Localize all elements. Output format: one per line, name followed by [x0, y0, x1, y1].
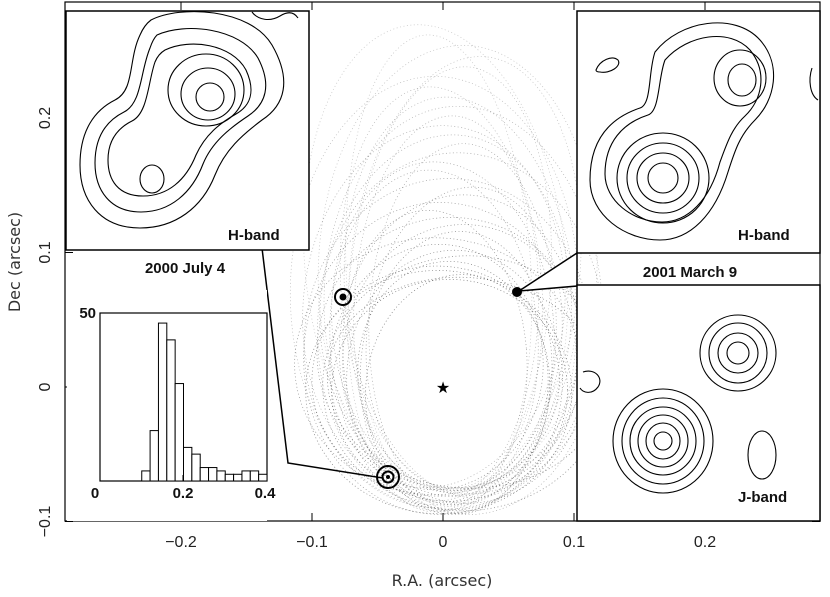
histogram-bar [241, 470, 251, 482]
candidate-orbit [368, 143, 557, 514]
histogram-inset: 0 0.2 0.4 50 [67, 290, 276, 521]
candidate-orbit [294, 237, 581, 497]
candidate-orbit [365, 186, 563, 490]
histogram-ticks [99, 312, 268, 481]
histogram-x-tick-0: 0 [91, 485, 99, 502]
y-tick-label: 0.2 [37, 107, 54, 129]
candidate-orbit [329, 169, 539, 512]
x-axis-label: R.A. (arcsec) [392, 571, 493, 590]
candidate-orbit [303, 202, 577, 515]
primary-star-icon: ★ [436, 378, 450, 397]
candidate-orbit [316, 217, 586, 489]
inset-hband-2001: H-band [576, 10, 821, 254]
candidate-orbit [365, 274, 551, 505]
inset-hband-2000-label: H-band [228, 227, 280, 244]
candidate-orbit [359, 231, 553, 515]
x-tick-label: 0.1 [563, 534, 585, 551]
histogram-bar [191, 453, 201, 482]
candidate-orbit [342, 209, 528, 503]
histogram-bar [208, 467, 218, 482]
x-tick-label: −0.1 [296, 534, 328, 551]
inset-hband-2000: H-band [65, 10, 310, 251]
histogram-bar [258, 473, 268, 482]
y-tick-label: −0.1 [37, 506, 54, 538]
candidate-orbit [302, 125, 566, 488]
histogram-x-tick-1: 0.2 [173, 485, 194, 502]
candidate-orbit [327, 276, 603, 489]
inset-hband-2001-date: 2001 March 9 [643, 264, 737, 281]
histogram-bar [174, 383, 184, 482]
inset-hband-2000-date: 2000 July 4 [145, 260, 226, 277]
candidate-orbit [323, 105, 604, 515]
histogram-bar [141, 470, 151, 482]
candidate-orbit [343, 96, 577, 499]
candidate-orbit [347, 66, 552, 513]
x-tick-label: 0 [439, 534, 448, 551]
x-tick-label: −0.2 [165, 534, 197, 551]
candidate-orbit [339, 86, 544, 489]
candidate-orbit [329, 244, 544, 491]
histogram-bar [233, 473, 243, 482]
candidate-orbit [317, 45, 598, 493]
candidate-orbit [342, 224, 588, 504]
y-tick-label: 0 [37, 382, 54, 391]
candidate-orbit [357, 261, 549, 491]
x-tick-label: 0.2 [694, 534, 716, 551]
connector-callout-2001 [518, 251, 578, 292]
candidate-orbit [317, 134, 572, 506]
histogram-bar [166, 339, 176, 482]
histogram-y-tick-0: 50 [79, 305, 96, 322]
candidate-orbit [331, 161, 555, 491]
candidate-orbit [345, 34, 533, 513]
y-axis-label: Dec (arcsec) [5, 212, 24, 312]
candidate-orbit [353, 115, 540, 502]
histogram-bar [249, 470, 260, 482]
candidate-orbit [319, 152, 604, 495]
histogram-x-tick-2: 0.4 [255, 485, 277, 502]
histogram-bars [141, 322, 268, 482]
inset-jband-label: J-band [738, 489, 787, 506]
histogram-bar [149, 430, 159, 482]
candidate-orbit [339, 194, 580, 497]
histogram-bar [224, 473, 235, 482]
histogram-bar [157, 322, 168, 482]
connector-line-2000 [261, 247, 384, 479]
y-tick-label: 0.1 [37, 241, 54, 263]
candidate-orbit [303, 178, 592, 510]
inset-jband: J-band [576, 284, 821, 522]
observed-position-mid [334, 288, 352, 306]
observed-positions [334, 287, 522, 489]
candidate-orbit [303, 24, 569, 507]
histogram-bar [199, 467, 210, 482]
histogram-bar [183, 446, 193, 482]
histogram-bar [216, 470, 226, 482]
inset-hband-2001-label: H-band [738, 227, 790, 244]
observed-position-2000 [376, 465, 400, 489]
observed-position-2001 [512, 287, 522, 297]
candidate-orbit [331, 279, 568, 502]
